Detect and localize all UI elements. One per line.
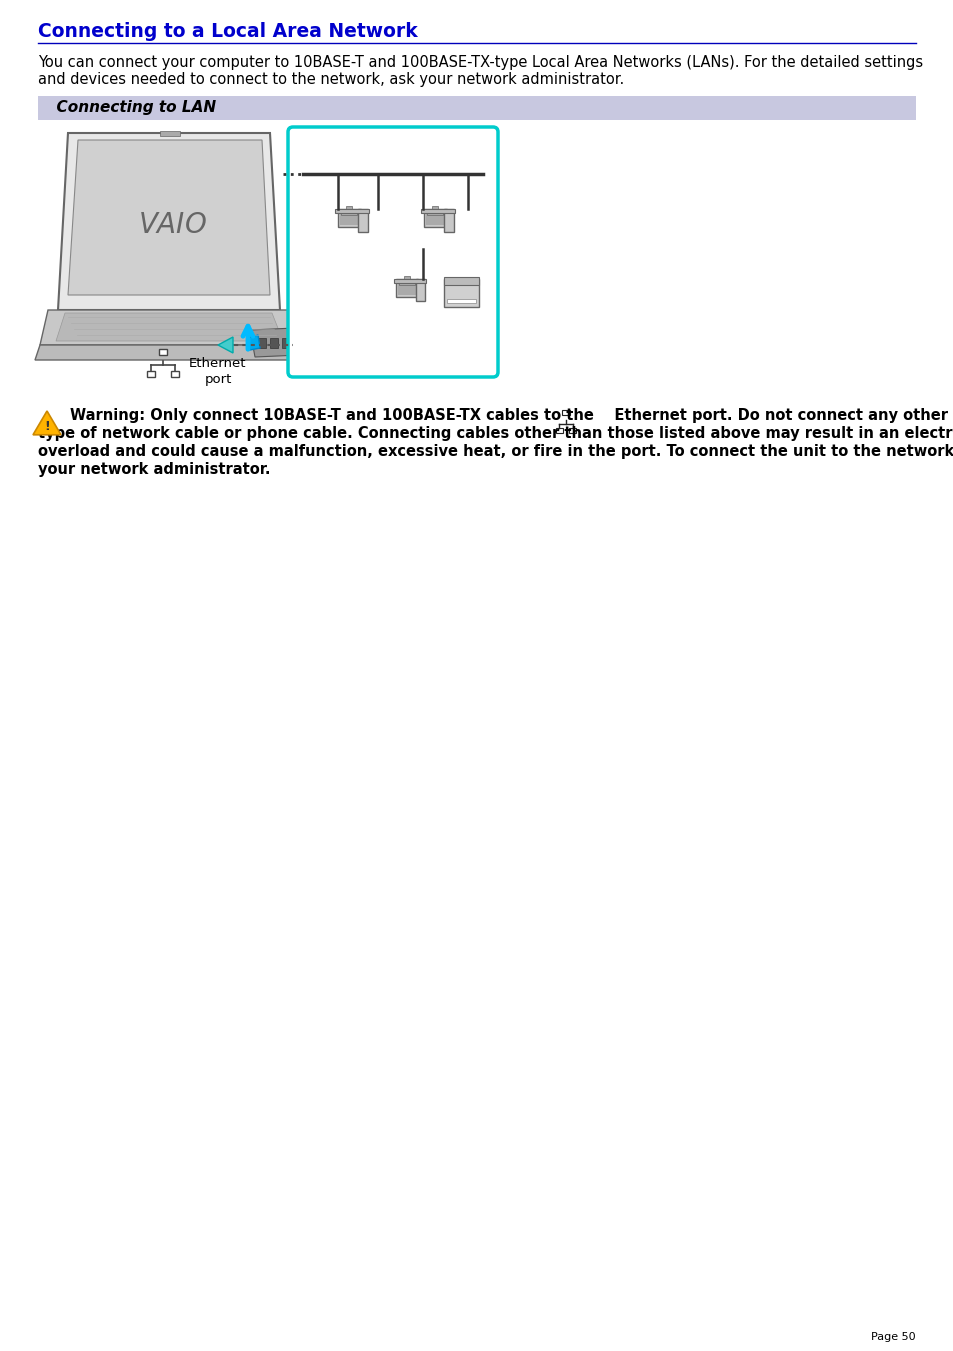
Text: Ethernet
port: Ethernet port	[189, 357, 247, 386]
Text: overload and could cause a malfunction, excessive heat, or fire in the port. To : overload and could cause a malfunction, …	[38, 444, 953, 459]
FancyBboxPatch shape	[288, 127, 497, 377]
Text: You can connect your computer to 10BASE-T and 100BASE-TX-type Local Area Network: You can connect your computer to 10BASE-…	[38, 55, 923, 70]
Bar	[337, 209, 360, 227]
Bar	[395, 280, 417, 297]
Bar	[443, 209, 454, 232]
Bar	[257, 338, 266, 349]
Bar	[38, 96, 915, 120]
Bar	[394, 280, 426, 282]
Bar	[432, 205, 437, 212]
Bar	[443, 277, 478, 285]
Polygon shape	[33, 411, 61, 435]
Bar	[147, 372, 154, 377]
Bar	[423, 209, 447, 227]
Bar	[447, 299, 476, 303]
Bar	[160, 131, 180, 136]
Polygon shape	[35, 345, 310, 359]
Bar	[416, 280, 424, 301]
Bar	[339, 211, 358, 226]
Text: !: !	[44, 420, 50, 432]
Text: Warning: Only connect 10BASE-T and 100BASE-TX cables to the    Ethernet port. Do: Warning: Only connect 10BASE-T and 100BA…	[70, 408, 947, 423]
Bar	[426, 211, 444, 226]
Polygon shape	[58, 132, 280, 309]
Polygon shape	[248, 335, 260, 350]
Bar	[397, 281, 416, 295]
Text: type of network cable or phone cable. Connecting cables other than those listed : type of network cable or phone cable. Co…	[38, 426, 953, 440]
Bar	[420, 209, 455, 213]
Bar	[171, 372, 179, 377]
Polygon shape	[218, 336, 233, 353]
Bar	[346, 205, 352, 212]
Bar	[443, 280, 478, 307]
Text: Connecting to a Local Area Network: Connecting to a Local Area Network	[38, 22, 417, 41]
Bar	[335, 209, 369, 213]
Polygon shape	[68, 141, 270, 295]
Bar	[568, 428, 576, 434]
Bar	[282, 338, 290, 349]
Bar	[556, 428, 562, 434]
Bar	[340, 211, 356, 215]
Text: Page 50: Page 50	[870, 1332, 915, 1342]
Polygon shape	[40, 309, 305, 345]
Bar	[357, 209, 368, 232]
Polygon shape	[56, 313, 283, 340]
Text: your network administrator.: your network administrator.	[38, 462, 271, 477]
Text: and devices needed to connect to the network, ask your network administrator.: and devices needed to connect to the net…	[38, 72, 623, 86]
Polygon shape	[250, 328, 299, 357]
Bar	[427, 211, 442, 215]
Text: Connecting to LAN: Connecting to LAN	[46, 100, 216, 115]
Bar	[398, 281, 415, 285]
Bar	[561, 409, 569, 415]
Bar	[159, 349, 167, 355]
Text: $\mathit{VAIO}$: $\mathit{VAIO}$	[137, 211, 206, 239]
Bar	[403, 276, 410, 282]
Bar	[270, 338, 277, 349]
